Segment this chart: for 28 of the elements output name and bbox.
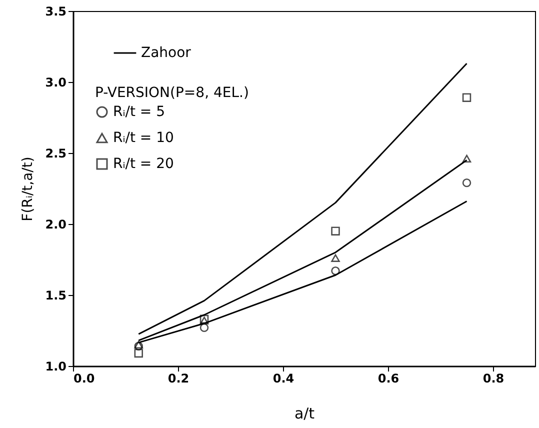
- point: [331, 226, 340, 236]
- legend-title: P-VERSION(P=8, 4EL.): [95, 85, 249, 101]
- point: [200, 323, 209, 332]
- x-tick-label: 0.6: [378, 372, 400, 386]
- x-tick-label: 0.2: [168, 372, 190, 386]
- legend-label: Rᵢ/t = 20: [113, 156, 174, 172]
- legend-label: Rᵢ/t = 10: [113, 130, 174, 146]
- legend-label: Rᵢ/t = 5: [113, 104, 165, 120]
- point: [200, 314, 209, 324]
- x-tick-label: 0.0: [74, 372, 95, 386]
- y-tick-label: 3.5: [45, 4, 66, 18]
- x-tick-label: 0.4: [272, 372, 294, 386]
- y-tick-label: 1.5: [45, 288, 66, 302]
- x-axis-title: a/t: [294, 404, 315, 422]
- point: [200, 316, 209, 324]
- legend-label: Zahoor: [141, 45, 192, 61]
- y-tick-label: 2.5: [45, 146, 66, 160]
- y-tick-label: 3.0: [45, 76, 66, 90]
- point: [134, 348, 143, 358]
- point: [331, 266, 340, 276]
- x-tick-label: 0.8: [482, 372, 504, 386]
- y-axis-title: F(Rᵢ/t,a/t): [20, 156, 36, 222]
- point: [331, 254, 340, 262]
- point: [462, 93, 472, 102]
- point: [462, 154, 472, 163]
- y-tick-label: 1.0: [45, 360, 66, 374]
- y-tick-label: 2.0: [45, 218, 66, 232]
- point: [462, 178, 472, 188]
